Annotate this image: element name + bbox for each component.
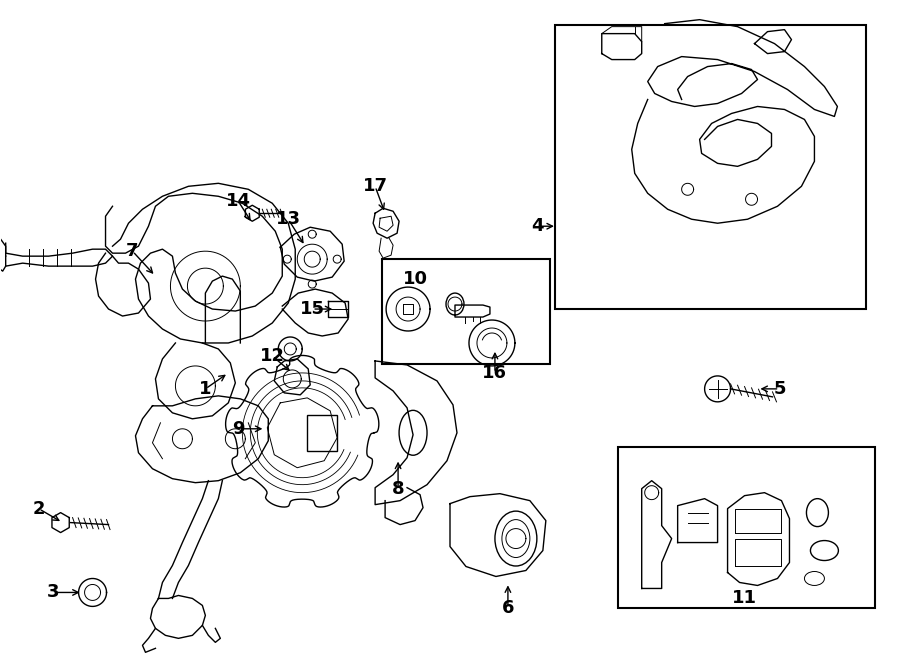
Text: 13: 13	[275, 210, 301, 228]
Text: 11: 11	[732, 590, 757, 607]
Text: 1: 1	[199, 380, 212, 398]
Text: 4: 4	[532, 217, 544, 235]
Bar	[307, 415, 338, 451]
Text: 14: 14	[226, 192, 251, 210]
Text: 8: 8	[392, 480, 404, 498]
Text: 2: 2	[32, 500, 45, 518]
Text: 12: 12	[260, 347, 284, 365]
Bar	[554, 24, 867, 309]
Text: 10: 10	[402, 270, 428, 288]
Text: 15: 15	[300, 300, 325, 318]
Bar	[617, 447, 876, 608]
Bar	[382, 259, 550, 364]
Text: 9: 9	[232, 420, 245, 438]
Text: 7: 7	[126, 242, 139, 260]
Text: 3: 3	[47, 584, 58, 602]
Text: 5: 5	[773, 380, 786, 398]
Text: 6: 6	[501, 600, 514, 617]
Text: 16: 16	[482, 364, 508, 382]
Text: 17: 17	[363, 177, 388, 195]
